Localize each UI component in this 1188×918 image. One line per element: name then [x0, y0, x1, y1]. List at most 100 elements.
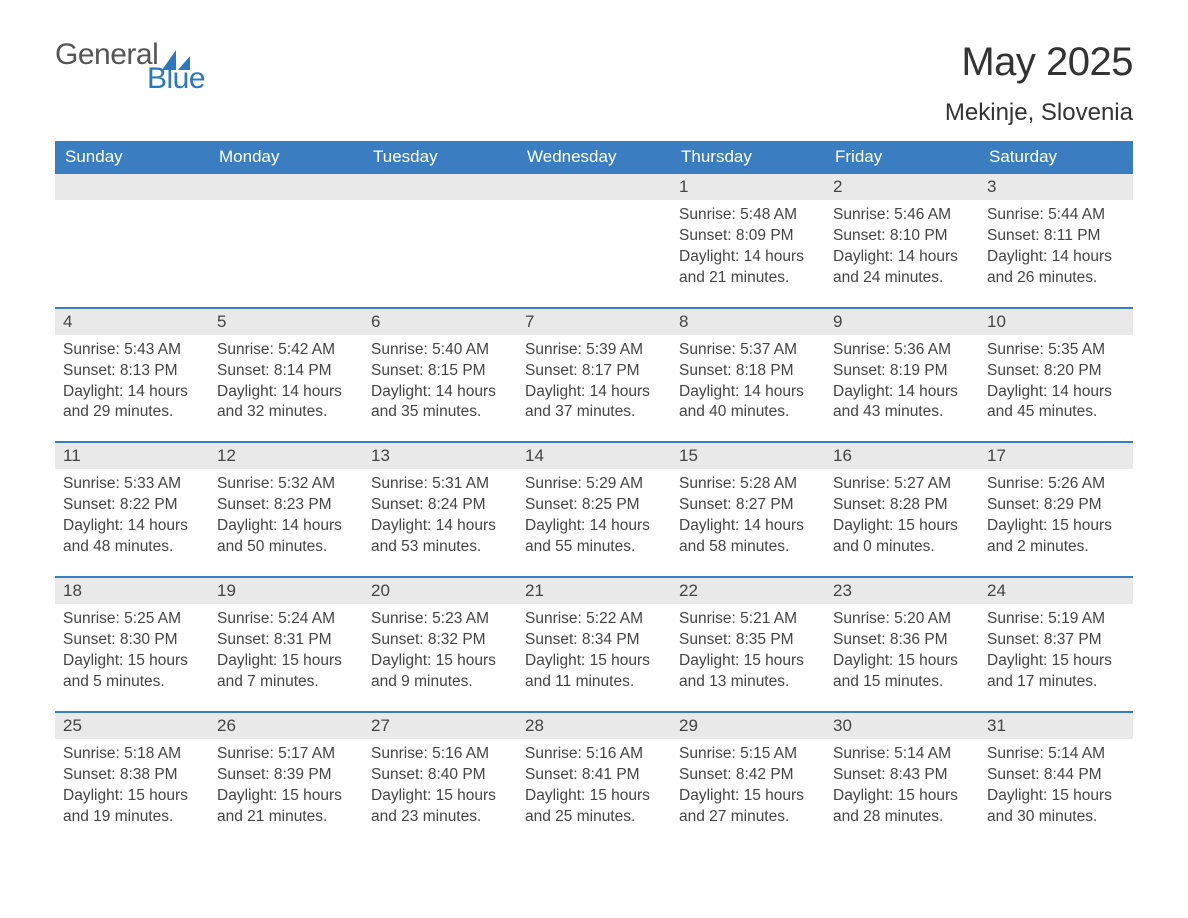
day-cell: 29Sunrise: 5:15 AMSunset: 8:42 PMDayligh…	[671, 713, 825, 836]
day-number: 27	[363, 713, 517, 739]
daylight-text: Daylight: 14 hours and 37 minutes.	[525, 382, 663, 424]
sunrise-text: Sunrise: 5:26 AM	[987, 474, 1125, 495]
sunrise-text: Sunrise: 5:15 AM	[679, 744, 817, 765]
day-cell	[55, 174, 209, 297]
sunset-text: Sunset: 8:18 PM	[679, 361, 817, 382]
sunrise-text: Sunrise: 5:14 AM	[987, 744, 1125, 765]
sunset-text: Sunset: 8:34 PM	[525, 630, 663, 651]
day-number	[209, 174, 363, 200]
day-details: Sunrise: 5:16 AMSunset: 8:41 PMDaylight:…	[517, 739, 671, 836]
day-details: Sunrise: 5:31 AMSunset: 8:24 PMDaylight:…	[363, 469, 517, 566]
sunset-text: Sunset: 8:41 PM	[525, 765, 663, 786]
day-number: 2	[825, 174, 979, 200]
day-details: Sunrise: 5:26 AMSunset: 8:29 PMDaylight:…	[979, 469, 1133, 566]
day-cell: 1Sunrise: 5:48 AMSunset: 8:09 PMDaylight…	[671, 174, 825, 297]
daylight-text: Daylight: 15 hours and 28 minutes.	[833, 786, 971, 828]
sunrise-text: Sunrise: 5:36 AM	[833, 340, 971, 361]
sunrise-text: Sunrise: 5:32 AM	[217, 474, 355, 495]
week-row: 11Sunrise: 5:33 AMSunset: 8:22 PMDayligh…	[55, 441, 1133, 566]
daylight-text: Daylight: 14 hours and 45 minutes.	[987, 382, 1125, 424]
brand-word-1: General	[55, 40, 158, 70]
sunset-text: Sunset: 8:24 PM	[371, 495, 509, 516]
day-details: Sunrise: 5:19 AMSunset: 8:37 PMDaylight:…	[979, 604, 1133, 701]
sunset-text: Sunset: 8:42 PM	[679, 765, 817, 786]
day-number: 14	[517, 443, 671, 469]
day-cell: 25Sunrise: 5:18 AMSunset: 8:38 PMDayligh…	[55, 713, 209, 836]
day-number: 17	[979, 443, 1133, 469]
day-details: Sunrise: 5:33 AMSunset: 8:22 PMDaylight:…	[55, 469, 209, 566]
day-details: Sunrise: 5:35 AMSunset: 8:20 PMDaylight:…	[979, 335, 1133, 432]
daylight-text: Daylight: 15 hours and 19 minutes.	[63, 786, 201, 828]
day-cell	[363, 174, 517, 297]
sunrise-text: Sunrise: 5:14 AM	[833, 744, 971, 765]
weekday-header-row: SundayMondayTuesdayWednesdayThursdayFrid…	[55, 141, 1133, 174]
day-details: Sunrise: 5:14 AMSunset: 8:43 PMDaylight:…	[825, 739, 979, 836]
day-details: Sunrise: 5:20 AMSunset: 8:36 PMDaylight:…	[825, 604, 979, 701]
sunrise-text: Sunrise: 5:24 AM	[217, 609, 355, 630]
day-number: 10	[979, 309, 1133, 335]
daylight-text: Daylight: 14 hours and 50 minutes.	[217, 516, 355, 558]
day-details: Sunrise: 5:28 AMSunset: 8:27 PMDaylight:…	[671, 469, 825, 566]
day-number: 6	[363, 309, 517, 335]
day-number: 8	[671, 309, 825, 335]
day-cell: 24Sunrise: 5:19 AMSunset: 8:37 PMDayligh…	[979, 578, 1133, 701]
day-number: 20	[363, 578, 517, 604]
sunset-text: Sunset: 8:23 PM	[217, 495, 355, 516]
daylight-text: Daylight: 15 hours and 2 minutes.	[987, 516, 1125, 558]
day-cell: 4Sunrise: 5:43 AMSunset: 8:13 PMDaylight…	[55, 309, 209, 432]
day-number: 31	[979, 713, 1133, 739]
day-number	[517, 174, 671, 200]
day-cell: 21Sunrise: 5:22 AMSunset: 8:34 PMDayligh…	[517, 578, 671, 701]
day-details: Sunrise: 5:42 AMSunset: 8:14 PMDaylight:…	[209, 335, 363, 432]
sunrise-text: Sunrise: 5:35 AM	[987, 340, 1125, 361]
daylight-text: Daylight: 14 hours and 26 minutes.	[987, 247, 1125, 289]
day-cell: 18Sunrise: 5:25 AMSunset: 8:30 PMDayligh…	[55, 578, 209, 701]
sunset-text: Sunset: 8:13 PM	[63, 361, 201, 382]
day-cell: 22Sunrise: 5:21 AMSunset: 8:35 PMDayligh…	[671, 578, 825, 701]
day-details: Sunrise: 5:24 AMSunset: 8:31 PMDaylight:…	[209, 604, 363, 701]
daylight-text: Daylight: 14 hours and 29 minutes.	[63, 382, 201, 424]
daylight-text: Daylight: 14 hours and 32 minutes.	[217, 382, 355, 424]
sunset-text: Sunset: 8:22 PM	[63, 495, 201, 516]
daylight-text: Daylight: 15 hours and 23 minutes.	[371, 786, 509, 828]
sunrise-text: Sunrise: 5:27 AM	[833, 474, 971, 495]
sunset-text: Sunset: 8:32 PM	[371, 630, 509, 651]
week-row: 4Sunrise: 5:43 AMSunset: 8:13 PMDaylight…	[55, 307, 1133, 432]
weekday-header: Sunday	[55, 141, 209, 174]
day-details: Sunrise: 5:44 AMSunset: 8:11 PMDaylight:…	[979, 200, 1133, 297]
sunset-text: Sunset: 8:29 PM	[987, 495, 1125, 516]
daylight-text: Daylight: 14 hours and 53 minutes.	[371, 516, 509, 558]
sunset-text: Sunset: 8:09 PM	[679, 226, 817, 247]
day-details: Sunrise: 5:17 AMSunset: 8:39 PMDaylight:…	[209, 739, 363, 836]
sunrise-text: Sunrise: 5:28 AM	[679, 474, 817, 495]
week-row: 25Sunrise: 5:18 AMSunset: 8:38 PMDayligh…	[55, 711, 1133, 836]
day-cell: 2Sunrise: 5:46 AMSunset: 8:10 PMDaylight…	[825, 174, 979, 297]
sunset-text: Sunset: 8:27 PM	[679, 495, 817, 516]
day-details: Sunrise: 5:39 AMSunset: 8:17 PMDaylight:…	[517, 335, 671, 432]
title-block: May 2025 Mekinje, Slovenia	[945, 40, 1133, 127]
day-number: 13	[363, 443, 517, 469]
day-cell: 11Sunrise: 5:33 AMSunset: 8:22 PMDayligh…	[55, 443, 209, 566]
day-details: Sunrise: 5:22 AMSunset: 8:34 PMDaylight:…	[517, 604, 671, 701]
day-cell: 3Sunrise: 5:44 AMSunset: 8:11 PMDaylight…	[979, 174, 1133, 297]
day-cell: 28Sunrise: 5:16 AMSunset: 8:41 PMDayligh…	[517, 713, 671, 836]
sunset-text: Sunset: 8:43 PM	[833, 765, 971, 786]
day-number: 29	[671, 713, 825, 739]
day-details: Sunrise: 5:15 AMSunset: 8:42 PMDaylight:…	[671, 739, 825, 836]
day-number: 4	[55, 309, 209, 335]
day-number: 25	[55, 713, 209, 739]
day-number: 30	[825, 713, 979, 739]
day-cell: 10Sunrise: 5:35 AMSunset: 8:20 PMDayligh…	[979, 309, 1133, 432]
sunrise-text: Sunrise: 5:39 AM	[525, 340, 663, 361]
sunrise-text: Sunrise: 5:22 AM	[525, 609, 663, 630]
day-number: 24	[979, 578, 1133, 604]
day-cell: 16Sunrise: 5:27 AMSunset: 8:28 PMDayligh…	[825, 443, 979, 566]
day-details: Sunrise: 5:21 AMSunset: 8:35 PMDaylight:…	[671, 604, 825, 701]
day-cell: 31Sunrise: 5:14 AMSunset: 8:44 PMDayligh…	[979, 713, 1133, 836]
brand-word-2: Blue	[147, 64, 205, 94]
day-cell: 9Sunrise: 5:36 AMSunset: 8:19 PMDaylight…	[825, 309, 979, 432]
sunset-text: Sunset: 8:25 PM	[525, 495, 663, 516]
calendar: SundayMondayTuesdayWednesdayThursdayFrid…	[55, 141, 1133, 835]
weekday-header: Thursday	[671, 141, 825, 174]
daylight-text: Daylight: 15 hours and 27 minutes.	[679, 786, 817, 828]
